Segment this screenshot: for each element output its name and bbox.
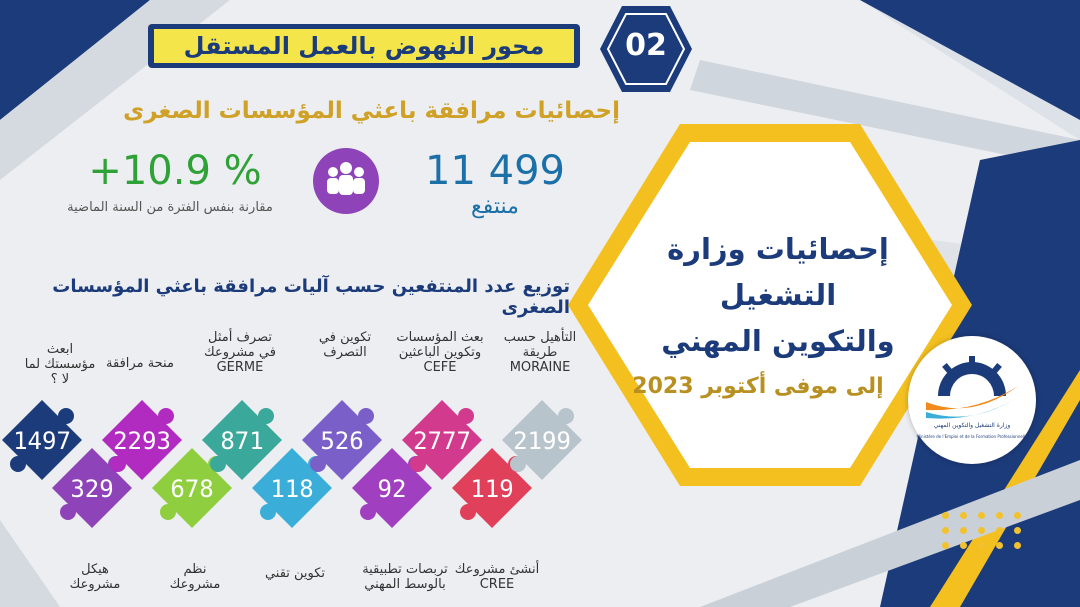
label-piece-2: هيكل مشروعك bbox=[69, 562, 121, 592]
piece-value-10: 119 bbox=[470, 475, 513, 503]
hexagon-title-line1: إحصائيات وزارة التشغيل bbox=[667, 232, 889, 312]
title-inner: محور النهوض بالعمل المستقل bbox=[154, 29, 574, 63]
hexagon-title-line2: والتكوين المهني bbox=[661, 324, 895, 358]
piece-value-6: 118 bbox=[270, 475, 313, 503]
piece-value-8: 92 bbox=[378, 475, 407, 503]
distribution-title: توزيع عدد المنتفعين حسب آليات مرافقة باع… bbox=[52, 276, 570, 318]
label-piece-11: التأهيل حسب طريقة MORAINE bbox=[503, 330, 577, 375]
puzzle-piece-1: 1497 bbox=[2, 400, 82, 480]
dot bbox=[1014, 527, 1021, 534]
puzzle-piece-9: 2777 bbox=[402, 400, 482, 480]
dot bbox=[978, 527, 985, 534]
section-number: 02 bbox=[625, 28, 667, 63]
label-piece-1: ابعث مؤسستك لما لا ؟ bbox=[24, 342, 96, 387]
label-piece-7: تكوين في التصرف bbox=[318, 330, 372, 360]
growth-percentage: +10.9 % bbox=[88, 148, 262, 194]
puzzle-piece-5: 871 bbox=[202, 400, 282, 480]
piece-value-1: 1497 bbox=[13, 427, 71, 455]
piece-value-9: 2777 bbox=[413, 427, 471, 455]
label-piece-3: منحة مرافقة bbox=[106, 356, 174, 371]
piece-value-2: 329 bbox=[70, 475, 113, 503]
growth-comparison-note: مقارنة بنفس الفترة من السنة الماضية bbox=[67, 200, 273, 215]
puzzle-piece-11: 2199 bbox=[502, 400, 582, 480]
dot bbox=[996, 542, 1003, 549]
people-icon bbox=[327, 162, 365, 195]
report-date: إلى موفى أكتوبر 2023 bbox=[632, 374, 884, 399]
dot bbox=[978, 512, 985, 519]
label-piece-8: تربصات تطبيقية بالوسط المهني bbox=[362, 562, 448, 592]
ministry-name: وزارة التشغيل والتكوين المهني bbox=[933, 422, 1011, 429]
beneficiaries-label: منتفع bbox=[471, 194, 519, 219]
people-icon-circle bbox=[313, 148, 379, 214]
dot bbox=[1014, 512, 1021, 519]
ministry-logo bbox=[908, 336, 1036, 464]
section-badge bbox=[600, 6, 692, 92]
piece-value-4: 678 bbox=[170, 475, 213, 503]
dot bbox=[960, 542, 967, 549]
dot bbox=[942, 527, 949, 534]
dot bbox=[996, 527, 1003, 534]
label-piece-6: تكوين تقني bbox=[264, 566, 326, 581]
label-piece-4: نظم مشروعك bbox=[169, 562, 221, 592]
gear-logo-icon bbox=[926, 356, 1018, 419]
stats-subtitle: إحصائيات مرافقة باعثي المؤسسات الصغرى bbox=[123, 98, 620, 124]
dot bbox=[942, 542, 949, 549]
piece-value-11: 2199 bbox=[513, 427, 571, 455]
dot bbox=[1014, 542, 1021, 549]
puzzle-piece-7: 526 bbox=[302, 400, 382, 480]
hexagon-frame bbox=[568, 124, 972, 486]
piece-value-7: 526 bbox=[320, 427, 363, 455]
dot bbox=[978, 542, 985, 549]
decorative-dots bbox=[942, 512, 1062, 556]
dot bbox=[942, 512, 949, 519]
beneficiaries-count: 11 499 bbox=[425, 148, 565, 194]
label-piece-5: تصرف أمثل في مشروعك GERME bbox=[204, 330, 276, 375]
ministry-name-fr: Ministère de l'Emploi et de la Formation… bbox=[916, 434, 1028, 439]
label-piece-10: أنشئ مشروعك CREE bbox=[454, 562, 540, 592]
page-title: محور النهوض بالعمل المستقل bbox=[183, 32, 545, 60]
dot bbox=[996, 512, 1003, 519]
dot bbox=[960, 527, 967, 534]
hexagon-title: إحصائيات وزارة التشغيل والتكوين المهني bbox=[606, 226, 950, 364]
piece-value-3: 2293 bbox=[113, 427, 171, 455]
title-bar: محور النهوض بالعمل المستقل bbox=[148, 24, 580, 68]
label-piece-9: بعث المؤسسات وتكوين الباعثين CEFE bbox=[396, 330, 484, 375]
puzzle-piece-3: 2293 bbox=[102, 400, 182, 480]
dot bbox=[960, 512, 967, 519]
piece-value-5: 871 bbox=[220, 427, 263, 455]
